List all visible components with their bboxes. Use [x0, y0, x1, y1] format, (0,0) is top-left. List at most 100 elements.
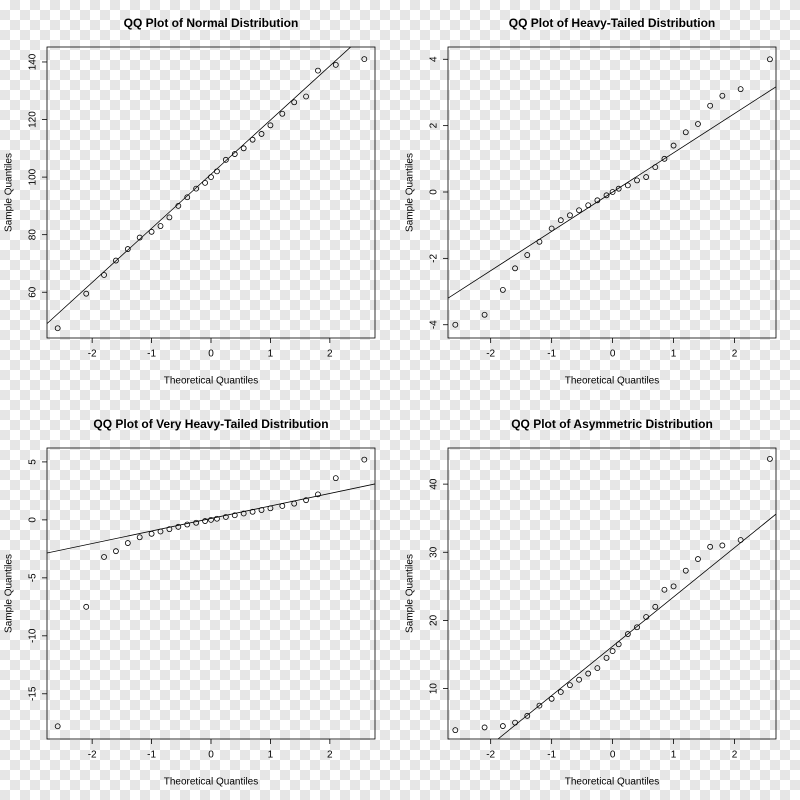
point: [737, 86, 744, 93]
y-tick-label: -15: [28, 686, 39, 701]
point: [585, 202, 592, 209]
point: [240, 145, 247, 152]
point: [643, 174, 650, 180]
reference-line: [448, 86, 776, 299]
point: [557, 217, 564, 224]
y-tick-label: 2: [429, 122, 440, 128]
point: [670, 142, 677, 149]
x-tick-label: 0: [208, 750, 214, 761]
plot-area: [47, 456, 375, 730]
point: [214, 168, 220, 175]
point: [719, 542, 726, 549]
point: [208, 174, 214, 181]
point: [615, 641, 622, 648]
point: [512, 719, 518, 726]
point: [332, 475, 339, 482]
point: [249, 136, 256, 143]
point: [166, 214, 173, 221]
point: [113, 257, 119, 264]
chart-title: QQ Plot of Heavy-Tailed Distribution: [509, 16, 715, 30]
point: [576, 207, 582, 214]
point: [661, 586, 668, 593]
reference-line: [497, 513, 776, 739]
point: [695, 121, 701, 127]
point: [707, 543, 714, 550]
y-axis-label: Sample Quantiles: [405, 554, 416, 633]
point: [576, 676, 582, 683]
point: [670, 583, 677, 590]
y-tick-label: 5: [28, 459, 39, 465]
x-tick-label: 0: [610, 349, 616, 360]
point: [175, 202, 182, 209]
point: [193, 185, 200, 192]
point: [652, 164, 659, 171]
point: [609, 189, 616, 195]
y-tick-label: 40: [429, 478, 440, 490]
point: [643, 614, 650, 620]
chart-title: QQ Plot of Normal Distribution: [124, 16, 299, 30]
y-tick-label: 20: [429, 614, 440, 626]
x-tick-label: 1: [671, 750, 677, 761]
point: [499, 286, 506, 293]
plot-frame: [447, 46, 777, 339]
x-tick-label: 2: [327, 750, 333, 761]
point: [54, 325, 61, 332]
point: [695, 556, 701, 562]
y-axis-label: Sample Quantiles: [405, 153, 416, 232]
point: [707, 102, 714, 109]
point: [231, 512, 238, 519]
y-tick-label: 140: [28, 53, 39, 70]
y-tick-label: -2: [429, 253, 440, 262]
point: [124, 540, 131, 546]
panel: QQ Plot of Heavy-Tailed Distribution Theo…: [405, 16, 777, 387]
x-axis-label: Theoretical Quantiles: [164, 376, 259, 387]
point: [157, 528, 164, 535]
y-tick-label: 80: [28, 229, 39, 241]
y-axis-label: Sample Quantiles: [4, 153, 15, 232]
point: [361, 456, 368, 463]
chart-title: QQ Plot of Asymmetric Distribution: [511, 417, 713, 431]
point: [315, 491, 321, 498]
y-tick-label: 0: [429, 189, 440, 195]
x-tick-label: -2: [486, 349, 495, 360]
point: [452, 321, 459, 328]
x-tick-label: -2: [88, 750, 97, 761]
x-tick-label: -1: [147, 349, 156, 360]
point: [603, 655, 610, 661]
point: [624, 182, 631, 189]
plot-frame: [46, 46, 376, 339]
y-tick-label: 60: [28, 286, 39, 298]
point: [536, 702, 543, 709]
x-tick-label: -1: [547, 750, 556, 761]
point: [567, 212, 573, 219]
point: [249, 508, 256, 515]
x-tick-label: -1: [147, 750, 156, 761]
point: [594, 665, 601, 672]
y-tick-label: -5: [28, 573, 39, 582]
point: [222, 156, 229, 163]
point: [136, 234, 143, 241]
plot-frame: [447, 447, 777, 740]
point: [258, 507, 265, 513]
point: [481, 311, 488, 318]
y-tick-label: 30: [429, 546, 440, 558]
point: [279, 110, 286, 117]
point: [512, 265, 518, 272]
point: [303, 93, 309, 100]
point: [737, 537, 744, 543]
y-tick-label: -4: [429, 320, 440, 329]
point: [101, 554, 107, 560]
point: [231, 151, 238, 157]
point: [524, 712, 531, 719]
point: [682, 129, 689, 136]
x-tick-label: -1: [547, 349, 556, 360]
plot-frame: [46, 447, 376, 740]
point: [548, 695, 555, 702]
point: [83, 603, 90, 610]
point: [634, 624, 640, 631]
y-tick-label: 120: [28, 111, 39, 128]
x-axis-label: Theoretical Quantiles: [164, 777, 259, 788]
point: [166, 526, 173, 533]
y-tick-label: 0: [28, 517, 39, 523]
